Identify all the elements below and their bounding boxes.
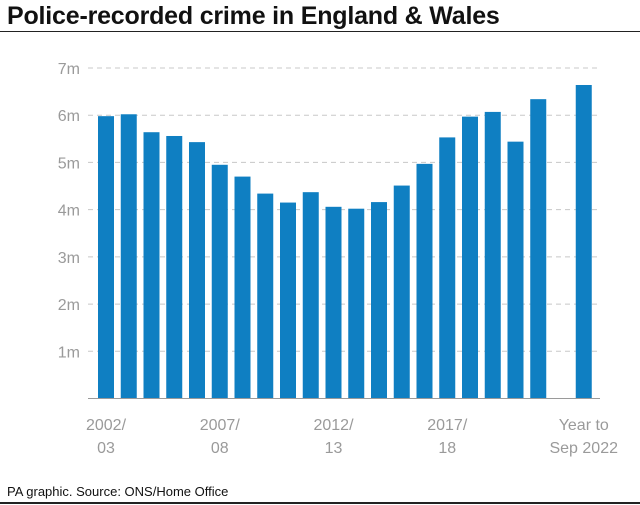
bar <box>235 177 251 399</box>
footer-divider <box>0 502 640 504</box>
bar <box>326 207 342 399</box>
bar <box>212 165 228 399</box>
bar <box>576 85 592 399</box>
bar <box>530 99 546 398</box>
y-axis-ticks: 1m 2m 3m 4m 5m 6m 7m <box>58 61 80 361</box>
bar <box>166 136 182 399</box>
bar <box>303 192 319 398</box>
y-tick-label: 1m <box>58 344 80 361</box>
bar <box>462 117 478 399</box>
x-tick-label-line: 03 <box>97 440 115 457</box>
x-tick-label-line: 2007/ <box>200 417 241 434</box>
x-tick-label-line: 08 <box>211 440 229 457</box>
bar-chart: 1m 2m 3m 4m 5m 6m 7m 2002/03 2007/08 2012/13 2017… <box>0 0 640 480</box>
y-tick-label: 2m <box>58 297 80 314</box>
bar <box>144 132 160 398</box>
bar <box>439 137 455 398</box>
x-axis-ticks: 2002/03 2007/08 2012/13 2017/18 Year to Sep 2… <box>86 417 618 457</box>
x-tick-label-line: 2012/ <box>313 417 354 434</box>
bar <box>348 209 364 399</box>
y-tick-label: 6m <box>58 108 80 125</box>
x-tick-label-line: Year to <box>559 417 609 434</box>
y-tick-label: 4m <box>58 203 80 220</box>
bar <box>371 202 387 398</box>
x-tick-label: 2012/13 <box>313 417 354 457</box>
y-tick-label: 7m <box>58 61 80 78</box>
bar <box>257 194 273 399</box>
bar <box>189 142 205 398</box>
y-tick-label: 3m <box>58 250 80 267</box>
x-tick-label-line: 2017/ <box>427 417 468 434</box>
bar <box>485 112 501 399</box>
source-note: PA graphic. Source: ONS/Home Office <box>7 484 228 499</box>
x-tick-label-line: 2002/ <box>86 417 127 434</box>
x-tick-label-line: 13 <box>325 440 343 457</box>
x-tick-label: Year to Sep 2022 <box>549 417 618 457</box>
x-tick-label-line: Sep 2022 <box>549 440 618 457</box>
x-tick-label: 2017/18 <box>427 417 468 457</box>
bar <box>417 164 433 399</box>
bar <box>121 114 137 398</box>
x-tick-label: 2007/08 <box>200 417 241 457</box>
bar <box>394 186 410 399</box>
x-tick-label: 2002/03 <box>86 417 127 457</box>
bar <box>98 116 114 398</box>
bar <box>508 142 524 399</box>
x-tick-label-line: 18 <box>438 440 456 457</box>
y-tick-label: 5m <box>58 155 80 172</box>
bar <box>280 203 296 399</box>
